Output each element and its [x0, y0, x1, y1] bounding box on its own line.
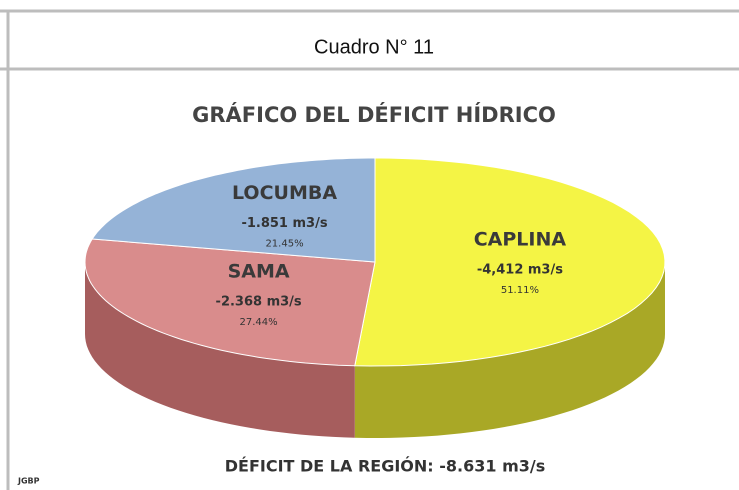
slice-flow: -4,412 m3/s: [477, 262, 563, 277]
slice-percent: 21.45%: [265, 238, 303, 249]
slice-percent: 27.44%: [240, 317, 278, 328]
slice: [91, 157, 376, 263]
credit: JGBP: [17, 477, 40, 486]
slice: [84, 238, 376, 367]
chart-title: GRÁFICO DEL DÉFICIT HÍDRICO: [192, 102, 556, 127]
slice: [354, 157, 666, 367]
caption: Cuadro N° 11: [314, 36, 434, 58]
slice-name: LOCUMBA: [232, 182, 337, 204]
slice-flow: -1.851 m3/s: [241, 216, 327, 231]
slice-side: [354, 262, 665, 438]
pie: CAPLINA -4,412 m3/s 51.11% SAMA -2.368 m3/s 2…: [84, 157, 666, 438]
slice-percent: 51.11%: [501, 285, 539, 296]
slice-flow: -2.368 m3/s: [216, 295, 302, 310]
slice-name: CAPLINA: [474, 228, 567, 250]
region-total: DÉFICIT DE LA REGIÓN: -8.631 m3/s: [225, 457, 546, 476]
slice-name: SAMA: [228, 261, 290, 283]
